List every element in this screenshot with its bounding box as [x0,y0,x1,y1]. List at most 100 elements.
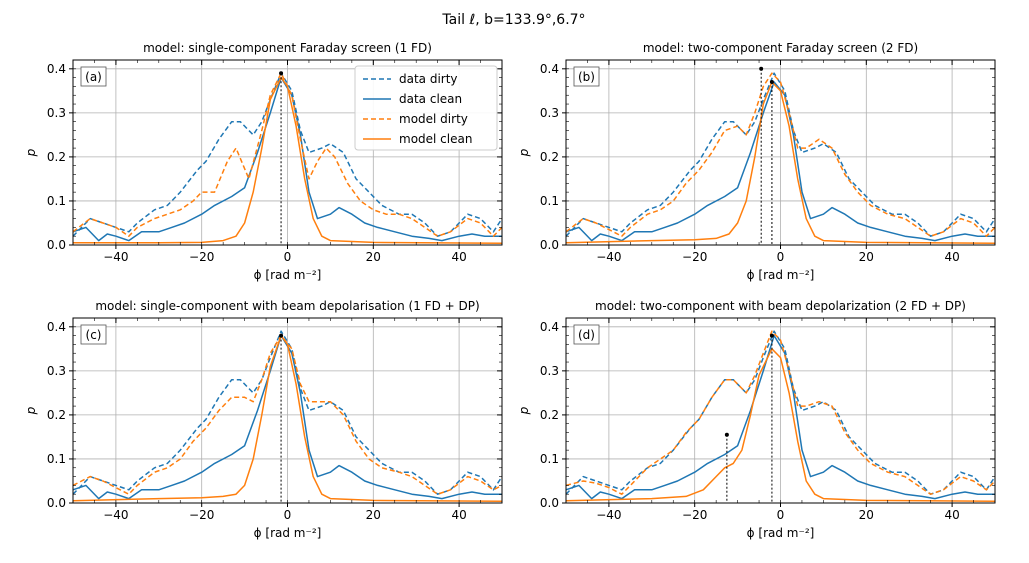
y-axis-label: p [24,148,38,157]
y-tick-label: 0.2 [47,150,66,164]
x-tick-label: 0 [284,508,292,522]
y-tick-label: 0.2 [47,408,66,422]
chart-title: model: single-component Faraday screen (… [143,41,432,55]
y-axis-label: p [517,406,531,415]
y-tick-label: 0.3 [540,106,559,120]
x-tick-label: −20 [682,250,707,264]
component-marker [769,80,774,85]
series-data-dirty [73,72,502,237]
legend-label: model clean [399,132,472,146]
y-tick-label: 0.0 [540,496,559,510]
y-tick-label: 0.1 [540,194,559,208]
plot-area [566,72,995,244]
series-model-dirty [73,72,502,237]
chart-title: model: single-component with beam depola… [95,299,479,313]
legend-box [354,65,498,151]
x-tick-label: 40 [451,250,466,264]
series-data-clean [566,81,995,242]
x-tick-label: 20 [366,508,381,522]
series-model-clean [73,334,502,502]
x-tick-label: −20 [189,508,214,522]
x-axis-label: ϕ [rad m⁻²] [254,526,322,540]
chart-panel-4: model: two-component with beam depolariz… [517,299,996,540]
panel-label-text: (c) [86,328,102,342]
series-data-dirty [566,330,995,495]
x-tick-label: −20 [189,250,214,264]
series-model-dirty [566,72,995,237]
plot-area [566,330,995,502]
x-tick-label: 0 [284,250,292,264]
panel-label: (d) [573,324,600,345]
x-tick-label: 40 [451,508,466,522]
y-tick-label: 0.4 [540,320,559,334]
chart-panel-2: model: two-component Faraday screen (2 F… [517,41,996,282]
panel-label-box [80,324,107,345]
series-data-clean [73,334,502,500]
y-tick-label: 0.3 [540,364,559,378]
y-tick-label: 0.0 [47,496,66,510]
series-data-dirty [566,72,995,237]
series-data-clean [566,334,995,500]
x-tick-label: −40 [596,250,621,264]
panel-label-box [573,66,600,87]
component-marker [279,333,284,338]
x-axis-label: ϕ [rad m⁻²] [254,268,322,282]
plot-area [73,330,502,502]
x-tick-label: 20 [859,250,874,264]
panel-label-text: (a) [85,70,102,84]
figure-title: Tail ℓ, b=133.9°,6.7° [441,12,585,28]
x-tick-label: 40 [944,250,959,264]
component-marker [769,333,774,338]
panel-label-text: (b) [578,70,595,84]
y-tick-label: 0.4 [47,62,66,76]
series-data-dirty [73,330,502,495]
series-model-clean [73,76,502,244]
y-axis-label: p [24,406,38,415]
chart-title: model: two-component Faraday screen (2 F… [643,41,918,55]
y-axis-label: p [517,148,531,157]
x-axis-label: ϕ [rad m⁻²] [747,526,815,540]
x-tick-label: −20 [682,508,707,522]
series-model-clean [566,348,995,502]
component-marker [279,71,284,76]
y-tick-label: 0.1 [540,452,559,466]
y-tick-label: 0.3 [47,106,66,120]
y-tick-label: 0.0 [540,238,559,252]
panel-label-box [80,66,107,87]
series-model-clean [566,81,995,244]
y-tick-label: 0.3 [47,364,66,378]
series-model-dirty [566,330,995,495]
x-tick-label: −40 [103,250,128,264]
legend-label: data clean [399,92,462,106]
y-tick-label: 0.1 [47,194,66,208]
x-axis-label: ϕ [rad m⁻²] [747,268,815,282]
series-data-clean [73,76,502,242]
y-tick-label: 0.4 [47,320,66,334]
x-tick-label: −40 [596,508,621,522]
x-tick-label: −40 [103,508,128,522]
chart-panel-3: model: single-component with beam depola… [24,299,503,540]
panel-label: (a) [80,66,107,87]
y-tick-label: 0.2 [540,150,559,164]
y-tick-label: 0.4 [540,62,559,76]
component-marker [759,66,764,71]
panel-label-box [573,324,600,345]
chart-title: model: two-component with beam depolariz… [595,299,966,313]
component-marker [724,432,729,437]
legend-label: model dirty [399,112,468,126]
panel-label-text: (d) [578,328,595,342]
plot-area [73,72,502,244]
legend-label: data dirty [399,72,458,86]
y-tick-label: 0.0 [47,238,66,252]
legend: data dirty data clean model dirty model cle… [354,65,498,151]
x-tick-label: 0 [777,508,785,522]
y-tick-label: 0.1 [47,452,66,466]
x-tick-label: 40 [944,508,959,522]
panel-label: (c) [80,324,107,345]
panel-label: (b) [573,66,600,87]
x-tick-label: 20 [366,250,381,264]
x-tick-label: 20 [859,508,874,522]
y-tick-label: 0.2 [540,408,559,422]
x-tick-label: 0 [777,250,785,264]
